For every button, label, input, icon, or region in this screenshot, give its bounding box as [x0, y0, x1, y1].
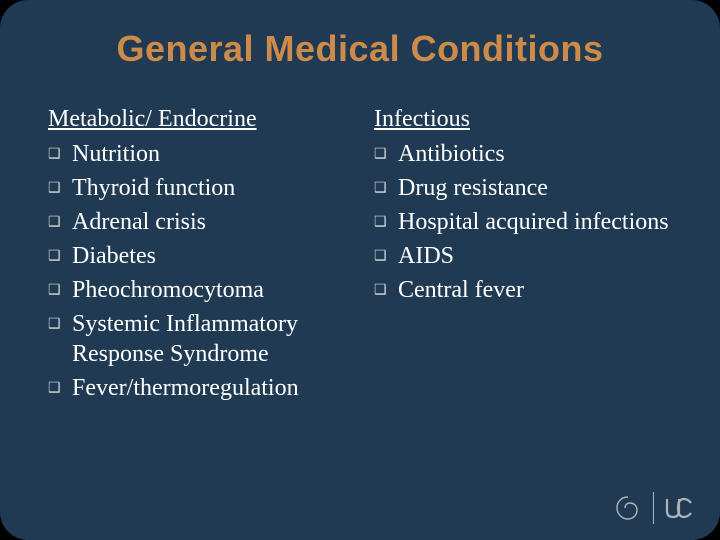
- list-item: ❑ Nutrition: [48, 139, 346, 169]
- right-heading: Infectious: [374, 106, 672, 133]
- list-item: ❑ Adrenal crisis: [48, 207, 346, 237]
- content-columns: Metabolic/ Endocrine ❑ Nutrition ❑ Thyro…: [48, 106, 672, 407]
- checkbox-bullet-icon: ❑: [374, 145, 386, 162]
- checkbox-bullet-icon: ❑: [48, 179, 60, 196]
- checkbox-bullet-icon: ❑: [48, 213, 60, 230]
- item-text: Drug resistance: [398, 173, 548, 203]
- list-item: ❑ AIDS: [374, 241, 672, 271]
- item-text: Antibiotics: [398, 139, 505, 169]
- item-text: Fever/thermoregulation: [72, 373, 299, 403]
- checkbox-bullet-icon: ❑: [374, 281, 386, 298]
- item-text: Nutrition: [72, 139, 160, 169]
- item-text: Thyroid function: [72, 173, 235, 203]
- list-item: ❑ Drug resistance: [374, 173, 672, 203]
- list-item: ❑ Hospital acquired infections: [374, 207, 672, 237]
- list-item: ❑ Central fever: [374, 275, 672, 305]
- item-text: Pheochromocytoma: [72, 275, 264, 305]
- list-item: ❑ Systemic Inflammatory Response Syndrom…: [48, 309, 346, 369]
- checkbox-bullet-icon: ❑: [48, 145, 60, 162]
- footer-logo: [613, 492, 695, 524]
- item-text: Adrenal crisis: [72, 207, 206, 237]
- checkbox-bullet-icon: ❑: [48, 247, 60, 264]
- uc-logo-icon: [664, 496, 694, 520]
- swirl-icon: [613, 493, 643, 523]
- list-item: ❑ Thyroid function: [48, 173, 346, 203]
- checkbox-bullet-icon: ❑: [48, 315, 60, 332]
- list-item: ❑ Pheochromocytoma: [48, 275, 346, 305]
- list-item: ❑ Fever/thermoregulation: [48, 373, 346, 403]
- list-item: ❑ Diabetes: [48, 241, 346, 271]
- left-column: Metabolic/ Endocrine ❑ Nutrition ❑ Thyro…: [48, 106, 346, 407]
- slide-title: General Medical Conditions: [48, 28, 672, 70]
- checkbox-bullet-icon: ❑: [374, 213, 386, 230]
- item-text: Diabetes: [72, 241, 156, 271]
- checkbox-bullet-icon: ❑: [48, 379, 60, 396]
- item-text: Systemic Inflammatory Response Syndrome: [72, 309, 346, 369]
- left-heading: Metabolic/ Endocrine: [48, 106, 346, 133]
- item-text: AIDS: [398, 241, 454, 271]
- slide: General Medical Conditions Metabolic/ En…: [0, 0, 720, 540]
- item-text: Central fever: [398, 275, 524, 305]
- logo-divider: [653, 492, 655, 524]
- checkbox-bullet-icon: ❑: [374, 179, 386, 196]
- right-column: Infectious ❑ Antibiotics ❑ Drug resistan…: [374, 106, 672, 407]
- checkbox-bullet-icon: ❑: [374, 247, 386, 264]
- checkbox-bullet-icon: ❑: [48, 281, 60, 298]
- item-text: Hospital acquired infections: [398, 207, 669, 237]
- list-item: ❑ Antibiotics: [374, 139, 672, 169]
